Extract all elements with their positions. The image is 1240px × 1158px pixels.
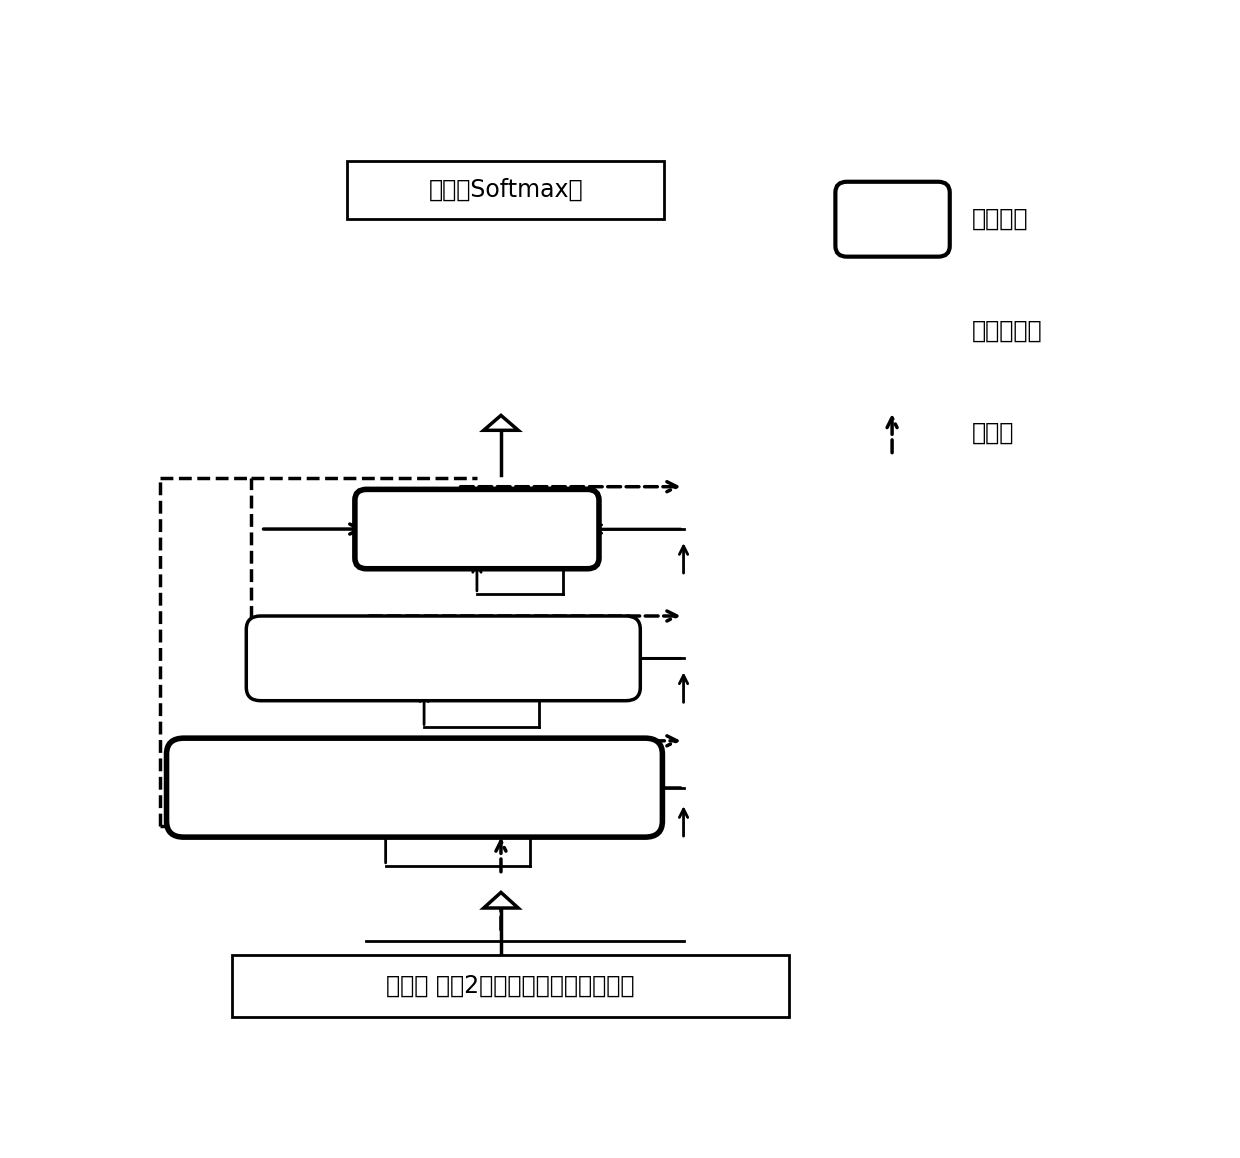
Text: 基本运算块: 基本运算块 — [972, 318, 1043, 343]
FancyBboxPatch shape — [355, 490, 599, 569]
Text: 输出：Softmax层: 输出：Softmax层 — [429, 178, 583, 203]
FancyBboxPatch shape — [247, 616, 640, 701]
Text: 聚合节点: 聚合节点 — [972, 207, 1028, 232]
Polygon shape — [484, 416, 518, 431]
Bar — [347, 161, 665, 219]
FancyBboxPatch shape — [166, 738, 662, 837]
Polygon shape — [484, 893, 518, 908]
FancyBboxPatch shape — [836, 182, 950, 257]
Text: 下采样: 下采样 — [972, 422, 1014, 445]
Text: 输入： 步骤2处理后得到的数据集数据: 输入： 步骤2处理后得到的数据集数据 — [387, 974, 635, 998]
Bar — [232, 955, 789, 1017]
